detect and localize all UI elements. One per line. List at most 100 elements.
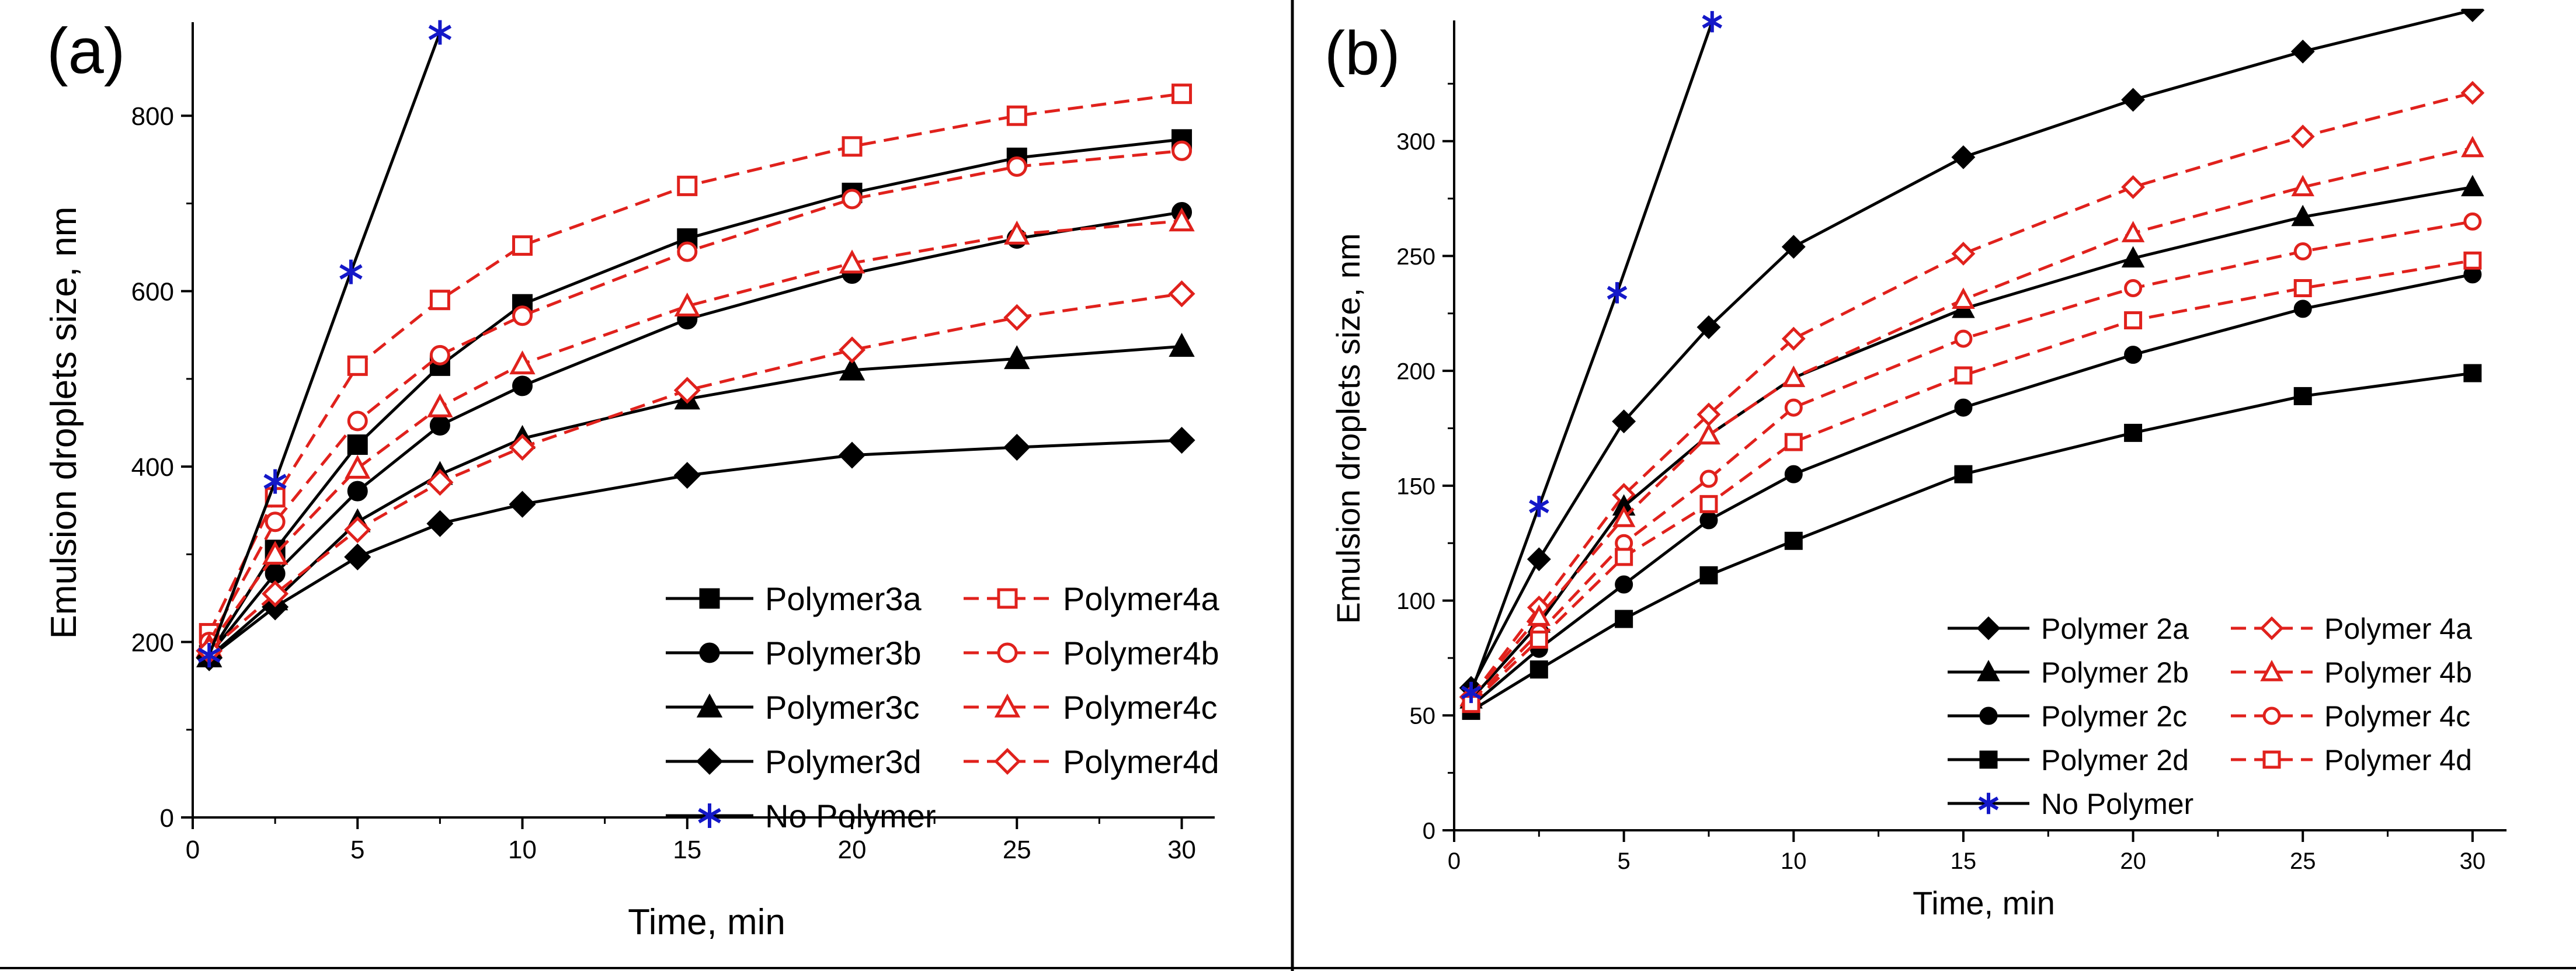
legend-marker-polymer-4c: [2262, 707, 2281, 725]
y-axis-label: Emulsion droplets size, nm: [44, 207, 84, 639]
legend-label-polymer3a: Polymer3a: [765, 580, 922, 617]
data-point-polymer4c: [509, 350, 536, 375]
y-tick-label: 300: [1396, 129, 1435, 155]
data-point-polymer3d: [1003, 434, 1031, 461]
data-point-polymer4a: [347, 355, 368, 376]
legend-label-polymer3c: Polymer3c: [765, 689, 920, 726]
legend-marker-polymer4d: [993, 747, 1021, 775]
legend-label-polymer4c: Polymer4c: [1063, 689, 1218, 726]
data-point-polymer-2d: [2124, 423, 2143, 442]
y-tick-label: 400: [131, 453, 174, 482]
data-point-polymer-4a: [1951, 242, 1976, 266]
data-point-polymer3d: [1168, 427, 1195, 454]
data-point-polymer-4b: [1782, 366, 1806, 387]
data-point-polymer-4b: [1697, 423, 1720, 445]
legend-marker-polymer3b: [699, 642, 720, 663]
data-point-polymer3b: [347, 481, 368, 502]
series-line-polymer-4d: [1470, 259, 2473, 705]
series-line-polymer4a: [207, 92, 1182, 634]
data-point-polymer4d: [673, 377, 701, 404]
x-tick-label: 30: [1167, 836, 1196, 864]
legend: Polymer3a Polymer4a Polymer3b Polymer4b Poly…: [666, 580, 1220, 834]
data-point-polymer3b: [429, 415, 450, 436]
series-line-no-polymer: [1469, 21, 1714, 693]
data-point-polymer-4b: [2461, 135, 2484, 158]
data-point-polymer-2d: [1784, 531, 1803, 550]
data-point-polymer3c: [839, 356, 865, 381]
legend-marker-no-polymer: [1978, 792, 1999, 815]
x-tick-label: 0: [1448, 848, 1461, 874]
data-point-polymer3d: [838, 441, 866, 469]
data-point-polymer-4b: [2291, 175, 2315, 197]
data-point-polymer4d: [1003, 304, 1031, 331]
legend-label-polymer-4c: Polymer 4c: [2324, 700, 2470, 733]
panel-a: 0 5 10 15 20 25 30 0 200 400 600 800 Time, min Emulsi…: [44, 15, 1220, 942]
legend-label-polymer3b: Polymer3b: [765, 635, 922, 671]
data-point-polymer-2a: [1527, 547, 1551, 572]
data-point-polymer-2a: [2290, 39, 2315, 64]
data-point-polymer3b: [512, 375, 533, 396]
data-point-polymer-2a: [2121, 88, 2146, 112]
data-point-polymer3d: [344, 543, 371, 570]
y-tick-label: 100: [1396, 589, 1435, 614]
x-tick-label: 15: [673, 836, 701, 864]
y-tick-label: 0: [160, 804, 174, 833]
data-point-polymer3d: [673, 462, 701, 489]
data-point-polymer-4c: [1784, 398, 1803, 417]
data-point-polymer4c: [427, 393, 453, 417]
data-point-polymer-4d: [2124, 311, 2143, 330]
data-point-polymer-2a: [1951, 145, 1976, 169]
y-tick-label: 150: [1396, 474, 1435, 499]
data-point-polymer4a: [1006, 105, 1027, 126]
legend-marker-polymer4a: [997, 588, 1018, 609]
data-point-polymer-2c: [1784, 465, 1803, 483]
data-point-polymer-4c: [2463, 212, 2482, 231]
data-point-no-polymer: [1529, 496, 1549, 517]
x-tick-label: 15: [1951, 848, 1977, 874]
x-tick-label: 5: [1618, 848, 1631, 874]
panel-label: (b): [1324, 19, 1400, 88]
data-point-polymer-4b: [1952, 287, 1975, 309]
x-tick-label: 25: [1003, 836, 1031, 864]
data-point-polymer-4d: [1699, 495, 1718, 513]
data-point-polymer4d: [426, 469, 454, 496]
legend-label-polymer-2b: Polymer 2b: [2041, 656, 2189, 689]
data-point-polymer-4a: [2290, 124, 2315, 149]
data-point-no-polymer: [1461, 681, 1482, 704]
data-point-polymer4a: [677, 175, 698, 196]
x-tick-label: 0: [186, 836, 200, 864]
data-point-polymer-2c: [1615, 575, 1633, 594]
data-point-polymer4b: [347, 410, 368, 431]
data-point-polymer4a: [429, 290, 450, 311]
data-point-polymer-2b: [2461, 175, 2484, 197]
legend-marker-polymer-2d: [1979, 750, 1998, 769]
data-point-polymer-2a: [1612, 409, 1636, 434]
series-line-polymer-4c: [1470, 220, 2473, 703]
data-point-polymer3b: [265, 563, 286, 584]
y-tick-label: 250: [1396, 244, 1435, 270]
data-point-polymer4c: [262, 541, 288, 565]
legend-label-polymer-4d: Polymer 4d: [2324, 744, 2472, 777]
data-point-polymer3a: [347, 434, 368, 455]
data-point-polymer4c: [1169, 207, 1195, 232]
data-point-polymer-2a: [1781, 235, 1806, 259]
x-tick-label: 25: [2290, 848, 2316, 874]
data-point-polymer-4a: [2460, 81, 2485, 105]
data-point-polymer4c: [345, 454, 371, 479]
x-tick-label: 20: [2120, 848, 2146, 874]
data-point-polymer-4a: [2121, 175, 2146, 199]
x-tick-label: 20: [838, 836, 867, 864]
data-point-polymer4d: [262, 580, 289, 607]
y-tick-label: 200: [1396, 359, 1435, 385]
legend-marker-polymer-4d: [2262, 750, 2281, 769]
data-point-polymer4b: [512, 305, 533, 326]
data-point-polymer4d: [509, 434, 536, 461]
legend-marker-polymer4c: [994, 693, 1021, 718]
data-point-polymer4d: [344, 516, 371, 544]
data-point-polymer-2a: [1697, 315, 1721, 339]
legend-marker-polymer-4a: [2259, 616, 2284, 641]
legend-marker-polymer3c: [696, 693, 723, 718]
legend-marker-polymer4b: [997, 642, 1018, 663]
legend-label-polymer4b: Polymer4b: [1063, 635, 1219, 671]
data-point-no-polymer: [339, 259, 363, 284]
